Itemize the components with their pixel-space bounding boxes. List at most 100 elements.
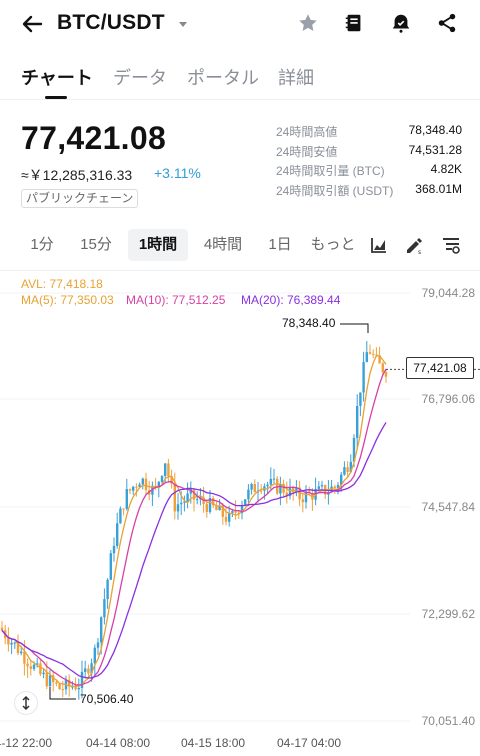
stat-value: 368.01M [415, 181, 462, 196]
interval-1h[interactable]: 1時間 [128, 229, 188, 261]
candle-body [42, 672, 45, 675]
caret-down-icon[interactable] [177, 17, 189, 29]
stat-value: 78,348.40 [408, 123, 462, 137]
candle-body [269, 478, 272, 485]
interval-1d[interactable]: 1日 [268, 236, 292, 253]
candle-body [186, 493, 189, 502]
candle-body [311, 492, 314, 500]
candle-body [368, 352, 372, 354]
candle-body [205, 504, 208, 512]
candle-body [180, 502, 183, 505]
svg-text:s: s [418, 249, 421, 255]
candle-body [349, 461, 352, 472]
tab-data[interactable]: データ [113, 68, 167, 88]
candle-body [240, 505, 244, 514]
candle-body [87, 668, 90, 674]
candle-body [68, 679, 71, 687]
pair-title[interactable]: BTC/USDT [57, 11, 165, 34]
interval-more[interactable]: もっと [310, 236, 356, 253]
share-icon[interactable] [434, 10, 460, 36]
draw-pen-icon[interactable]: s [403, 234, 425, 256]
candle-body [304, 491, 308, 503]
candle-body [122, 508, 125, 510]
candle-body [317, 486, 320, 489]
interval-4h[interactable]: 4時間 [203, 236, 243, 253]
stat-value: 4.82K [430, 162, 462, 176]
candle-body [224, 516, 228, 522]
candle-body [93, 647, 96, 664]
candle-body [260, 490, 263, 492]
low-leader-line [49, 687, 76, 700]
candle-body [170, 476, 173, 484]
high-leader-line [340, 323, 369, 333]
expand-chart-icon[interactable] [14, 691, 38, 715]
candle-body [208, 498, 212, 512]
candle-body [288, 487, 292, 497]
candle-body [173, 483, 176, 512]
candle-body [362, 362, 365, 393]
kline-chart[interactable]: AVL: 77,418.18 MA(5): 77,350.03 MA(10): … [0, 270, 480, 756]
candle-body [16, 642, 20, 654]
chart-type-icon[interactable] [368, 234, 390, 256]
candle-body [228, 512, 231, 522]
interval-15m[interactable]: 15分 [80, 236, 112, 253]
last-price: 77,421.08 [21, 120, 167, 156]
x-tick-label: 04-14 08:00 [86, 736, 151, 750]
y-tick-label: 70,051.40 [421, 714, 475, 728]
candle-body [279, 483, 282, 494]
candle-body [90, 663, 93, 674]
candle-body [356, 405, 359, 438]
low-marker: 70,506.40 [80, 692, 134, 706]
bell-icon[interactable] [388, 10, 414, 36]
top-bar: BTC/USDT [0, 0, 480, 48]
stat-row: 24時間高値 78,348.40 [276, 123, 462, 143]
candle-body [74, 686, 77, 690]
candle-body [106, 579, 109, 600]
y-tick-label: 76,796.06 [421, 392, 475, 406]
candle-body [320, 485, 324, 487]
candle-body [298, 487, 301, 500]
candle-body [164, 463, 167, 476]
candle-body [192, 489, 196, 500]
stats-panel: 24時間高値 78,348.40 24時間安値 74,531.28 24時間取引量 … [276, 123, 462, 201]
notebook-icon[interactable] [341, 10, 367, 36]
interval-1m[interactable]: 1分 [30, 236, 54, 253]
candle-body [23, 651, 26, 664]
avl-indicator: AVL: 77,418.18 [21, 277, 103, 291]
fiat-price: ≈￥12,285,316.33 [21, 167, 133, 183]
candle-body [55, 682, 58, 684]
high-marker: 78,348.40 [282, 316, 336, 330]
candle-body [359, 392, 362, 406]
candle-body [26, 663, 29, 667]
stat-row: 24時間安値 74,531.28 [276, 143, 462, 163]
chain-badge[interactable]: パブリックチェーン [21, 189, 139, 208]
candle-body [276, 478, 279, 494]
back-arrow-icon[interactable] [18, 10, 46, 38]
tab-chart[interactable]: チャート [21, 68, 93, 88]
candle-body [381, 363, 384, 373]
candle-body [295, 487, 298, 493]
candle-body [301, 499, 304, 503]
candle-body [253, 484, 256, 493]
candlestick-canvas[interactable] [0, 271, 480, 756]
candle-body [112, 545, 116, 554]
current-price-tag[interactable]: 77,421.08 [406, 357, 474, 379]
candle-body [13, 642, 16, 644]
tab-details[interactable]: 詳細 [278, 68, 314, 88]
candle-body [343, 467, 346, 475]
section-tabs: チャート データ ポータル 詳細 [0, 56, 480, 100]
candle-body [247, 489, 250, 500]
candle-body [215, 505, 218, 511]
candle-body [45, 672, 48, 687]
candle-body [77, 687, 80, 690]
candle-body [266, 484, 269, 487]
candle-body [157, 481, 160, 487]
candle-body [132, 486, 135, 491]
star-icon[interactable] [295, 10, 321, 36]
price-change: +3.11% [154, 165, 201, 181]
tab-portal[interactable]: ポータル [187, 68, 259, 88]
candle-body [212, 498, 215, 506]
ma20-line [1, 422, 387, 679]
indicator-settings-icon[interactable] [440, 234, 462, 256]
ma10-indicator: MA(10): 77,512.25 [126, 293, 226, 307]
